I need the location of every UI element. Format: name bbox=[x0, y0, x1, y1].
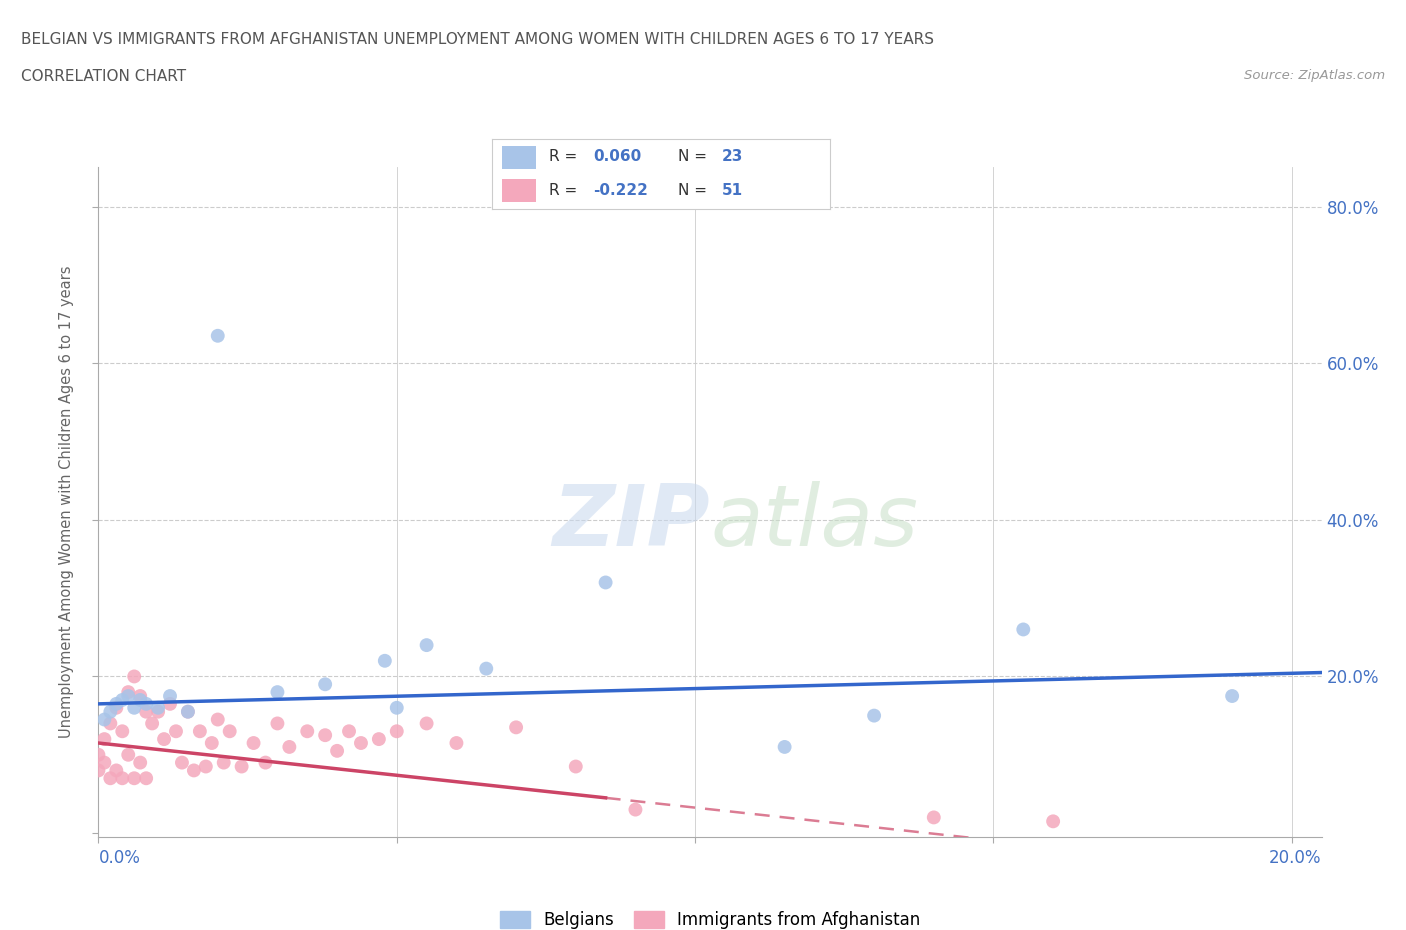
Point bbox=[242, 736, 264, 751]
Point bbox=[122, 700, 145, 715]
Point bbox=[314, 728, 336, 743]
Point bbox=[374, 654, 396, 669]
Point bbox=[314, 677, 336, 692]
Point bbox=[863, 708, 886, 723]
Point bbox=[212, 755, 235, 770]
Point bbox=[326, 743, 349, 758]
Point bbox=[565, 759, 588, 774]
Point bbox=[278, 739, 301, 754]
Point bbox=[135, 771, 157, 786]
Legend: Belgians, Immigrants from Afghanistan: Belgians, Immigrants from Afghanistan bbox=[494, 904, 927, 930]
Text: 20.0%: 20.0% bbox=[1270, 849, 1322, 867]
Point bbox=[159, 697, 181, 711]
Text: 0.060: 0.060 bbox=[593, 150, 641, 165]
Point bbox=[505, 720, 527, 735]
Bar bbox=[502, 146, 536, 169]
Point bbox=[297, 724, 319, 738]
Point bbox=[218, 724, 240, 738]
Point bbox=[207, 328, 229, 343]
Point bbox=[146, 700, 169, 715]
Point bbox=[1012, 622, 1035, 637]
Point bbox=[111, 724, 134, 738]
Point bbox=[93, 732, 115, 747]
Point bbox=[135, 697, 157, 711]
Point bbox=[595, 575, 617, 590]
Point bbox=[117, 748, 139, 763]
Text: N =: N = bbox=[678, 150, 711, 165]
Point bbox=[93, 755, 115, 770]
Text: BELGIAN VS IMMIGRANTS FROM AFGHANISTAN UNEMPLOYMENT AMONG WOMEN WITH CHILDREN AG: BELGIAN VS IMMIGRANTS FROM AFGHANISTAN U… bbox=[21, 32, 934, 46]
Point bbox=[98, 771, 121, 786]
Point bbox=[446, 736, 468, 751]
Text: 23: 23 bbox=[721, 150, 742, 165]
Text: N =: N = bbox=[678, 183, 711, 198]
Point bbox=[129, 688, 152, 703]
Point bbox=[117, 684, 139, 699]
Point bbox=[165, 724, 187, 738]
Point bbox=[337, 724, 360, 738]
Point bbox=[153, 732, 176, 747]
Point bbox=[111, 771, 134, 786]
Point bbox=[135, 704, 157, 719]
Bar bbox=[502, 179, 536, 203]
Point bbox=[111, 693, 134, 708]
Text: CORRELATION CHART: CORRELATION CHART bbox=[21, 69, 186, 84]
Point bbox=[141, 716, 163, 731]
Point bbox=[207, 712, 229, 727]
Point bbox=[177, 704, 200, 719]
Point bbox=[1042, 814, 1064, 829]
Point bbox=[87, 748, 110, 763]
Point bbox=[415, 716, 437, 731]
Text: atlas: atlas bbox=[710, 481, 918, 564]
Point bbox=[105, 763, 128, 777]
Point bbox=[231, 759, 253, 774]
Point bbox=[105, 697, 128, 711]
Point bbox=[385, 724, 408, 738]
Point bbox=[415, 638, 437, 653]
Y-axis label: Unemployment Among Women with Children Ages 6 to 17 years: Unemployment Among Women with Children A… bbox=[59, 266, 75, 738]
Point bbox=[98, 716, 121, 731]
Text: Source: ZipAtlas.com: Source: ZipAtlas.com bbox=[1244, 69, 1385, 82]
Text: 0.0%: 0.0% bbox=[98, 849, 141, 867]
Point bbox=[177, 704, 200, 719]
Text: 51: 51 bbox=[721, 183, 742, 198]
Point bbox=[254, 755, 277, 770]
Point bbox=[188, 724, 211, 738]
Point bbox=[367, 732, 389, 747]
Point bbox=[93, 712, 115, 727]
Text: R =: R = bbox=[550, 150, 582, 165]
Point bbox=[194, 759, 217, 774]
Point bbox=[87, 763, 110, 777]
Point bbox=[922, 810, 945, 825]
Point bbox=[266, 684, 288, 699]
Text: ZIP: ZIP bbox=[553, 481, 710, 564]
Point bbox=[122, 669, 145, 684]
Point bbox=[117, 688, 139, 703]
Point bbox=[201, 736, 224, 751]
Point bbox=[624, 803, 647, 817]
Point bbox=[350, 736, 373, 751]
Point bbox=[159, 688, 181, 703]
Point bbox=[122, 771, 145, 786]
Point bbox=[183, 763, 205, 777]
Point bbox=[1220, 688, 1243, 703]
Point bbox=[385, 700, 408, 715]
Point bbox=[266, 716, 288, 731]
Point bbox=[475, 661, 498, 676]
Text: R =: R = bbox=[550, 183, 582, 198]
Point bbox=[105, 700, 128, 715]
Point bbox=[129, 693, 152, 708]
Point bbox=[146, 704, 169, 719]
Point bbox=[98, 704, 121, 719]
Text: -0.222: -0.222 bbox=[593, 183, 648, 198]
Point bbox=[773, 739, 796, 754]
Point bbox=[129, 755, 152, 770]
Point bbox=[170, 755, 193, 770]
